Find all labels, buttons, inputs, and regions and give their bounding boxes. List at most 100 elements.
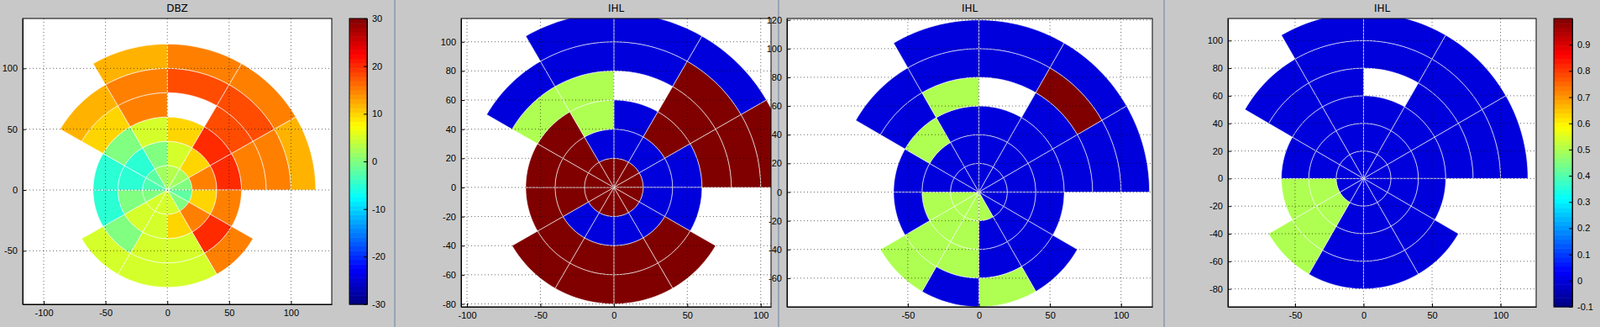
- colorbar-swatch: [1553, 247, 1573, 253]
- tick: 0.3: [1568, 196, 1590, 207]
- tick-mark: [786, 220, 791, 222]
- tick-label: -50: [901, 309, 915, 320]
- cell: [598, 157, 614, 188]
- cell: [979, 266, 1037, 307]
- colorbar-swatch: [1553, 198, 1573, 204]
- tick-mark: [461, 216, 465, 218]
- grid-line: [461, 303, 772, 305]
- tick: 30: [363, 13, 383, 24]
- colorbar-swatch: [1553, 283, 1573, 289]
- tick-mark: [786, 48, 791, 50]
- colorbar-swatch: [1553, 293, 1573, 299]
- grid-line: [228, 18, 230, 305]
- tick-label: 100: [1207, 35, 1223, 46]
- grid-line: [22, 128, 332, 130]
- colorbar-swatch: [1553, 117, 1573, 123]
- tick-label: 100: [753, 309, 769, 320]
- tick: 50: [7, 124, 27, 135]
- tick: 40: [445, 124, 465, 135]
- tick-mark: [363, 304, 368, 305]
- colorbar-swatch: [349, 72, 368, 78]
- grid-line: [786, 277, 1153, 279]
- grid-line: [786, 248, 1153, 250]
- colorbar-swatch: [1553, 131, 1573, 137]
- tick-mark: [22, 189, 27, 191]
- cell: [486, 61, 555, 130]
- tick: 0.1: [1568, 249, 1590, 260]
- grid-line: [22, 189, 332, 191]
- colorbar-swatch: [1553, 148, 1573, 154]
- colorbar-swatch: [349, 99, 368, 105]
- tick-mark: [687, 303, 688, 307]
- cell: [950, 191, 980, 206]
- cell: [613, 173, 644, 188]
- grid-line: [461, 99, 772, 101]
- cell: [1482, 95, 1528, 179]
- grid-line: [978, 18, 980, 307]
- colorbar-swatch: [349, 103, 368, 109]
- cell: [893, 191, 930, 235]
- cell: [60, 84, 119, 142]
- grid: [1227, 18, 1537, 307]
- plot-background: [22, 18, 332, 305]
- panel-separator: [393, 0, 396, 327]
- tick: -0.1: [1568, 301, 1594, 312]
- colorbar-swatch: [349, 36, 368, 42]
- tick: 0: [165, 300, 171, 318]
- colorbar-swatch: [349, 120, 368, 126]
- cell: [93, 189, 125, 226]
- tick-mark: [1568, 97, 1573, 99]
- tick-mark: [22, 250, 27, 252]
- cell: [1349, 151, 1364, 179]
- tick-label: -40: [1209, 228, 1223, 239]
- tick-mark: [1227, 123, 1232, 125]
- tick: 80: [1212, 62, 1232, 74]
- cell: [93, 43, 168, 84]
- tick: 80: [771, 72, 791, 83]
- cell: [1049, 42, 1127, 121]
- tick-mark: [461, 129, 465, 131]
- colorbar-swatch: [1553, 45, 1573, 51]
- tick-mark: [1227, 288, 1232, 290]
- tick-label: 100: [766, 43, 782, 54]
- grid-line: [786, 47, 1153, 49]
- tick: 50: [1426, 303, 1438, 320]
- tick-label: 100: [1113, 309, 1129, 320]
- colorbar-swatch: [349, 134, 368, 140]
- tick-label: 0: [12, 184, 18, 195]
- colorbar-swatch: [1553, 288, 1573, 294]
- grid-line: [786, 162, 1153, 164]
- colorbar-swatch: [349, 31, 368, 37]
- tick-mark: [786, 191, 791, 193]
- tick-mark: [1227, 40, 1232, 42]
- colorbar-swatch: [1553, 203, 1573, 209]
- tick-mark: [22, 129, 27, 131]
- colorbar-swatch: [1553, 171, 1573, 177]
- colorbar-swatch: [1553, 140, 1573, 146]
- grid-line: [786, 19, 1153, 21]
- colorbar-swatch: [349, 157, 368, 163]
- tick-mark: [1363, 303, 1364, 307]
- cell: [1432, 35, 1506, 110]
- colorbar-swatch: [349, 165, 368, 171]
- colorbar-swatch: [349, 250, 368, 256]
- tick-mark: [461, 274, 465, 276]
- tick: 0: [12, 184, 27, 195]
- tick-mark: [1227, 151, 1232, 153]
- tick-label: 20: [445, 152, 457, 163]
- cell: [1363, 164, 1391, 179]
- tick-label: 0.1: [1577, 249, 1590, 260]
- plot-frame: [22, 18, 332, 305]
- tick: -10: [363, 204, 386, 215]
- tick-label: 0: [451, 182, 457, 193]
- grid-line: [786, 76, 1153, 78]
- cell: [965, 162, 980, 192]
- colorbar-swatch: [349, 49, 368, 55]
- colorbar-swatch: [1553, 94, 1573, 100]
- panel: -100-50050100-50050100DBZ-30-20-10010203…: [2, 2, 386, 318]
- cell: [740, 99, 772, 188]
- grid-line: [461, 157, 772, 159]
- colorbar-swatch: [1553, 58, 1573, 64]
- grid-line: [1120, 18, 1122, 307]
- colorbar-swatch: [349, 294, 368, 300]
